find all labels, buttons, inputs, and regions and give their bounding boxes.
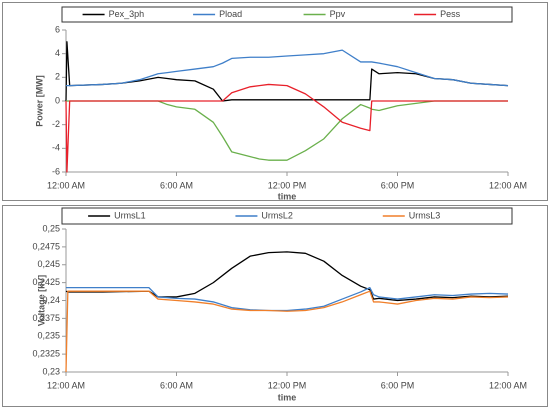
- series-line: [66, 286, 509, 312]
- legend-label: Pex_3ph: [109, 9, 145, 19]
- x-tick-label: 6:00 AM: [160, 180, 193, 190]
- legend-label: UrmsL2: [261, 210, 293, 220]
- x-tick-label: 12:00 PM: [268, 180, 307, 190]
- y-tick-label: -4: [52, 143, 60, 153]
- y-tick-label: 4: [55, 48, 60, 58]
- x-tick-label: 12:00 AM: [489, 180, 527, 190]
- y-tick-label: 6: [55, 24, 60, 34]
- x-tick-label: 6:00 PM: [381, 180, 415, 190]
- y-tick-label: 0,25: [42, 223, 60, 233]
- x-axis-title: time: [278, 392, 297, 402]
- y-tick-label: 0,2325: [32, 349, 60, 359]
- legend-box: [61, 6, 513, 23]
- legend-label: Pload: [219, 9, 242, 19]
- series-line: [66, 100, 508, 161]
- y-axis-title: Voltage [kV]: [36, 275, 46, 326]
- legend-label: UrmsL3: [409, 210, 441, 220]
- series-line: [65, 41, 509, 102]
- legend-label: Ppv: [330, 9, 346, 19]
- x-tick-label: 12:00 AM: [47, 380, 85, 390]
- legend-label: Pess: [440, 9, 461, 19]
- x-tick-label: 12:00 PM: [268, 380, 307, 390]
- y-tick-label: 0,2375: [32, 313, 60, 323]
- y-axis-title: Power [MW]: [34, 75, 44, 127]
- y-tick-label: 2: [55, 72, 60, 82]
- y-tick-label: 0,235: [37, 331, 60, 341]
- y-tick-label: 0: [55, 95, 60, 105]
- y-tick-label: 0,2425: [32, 277, 60, 287]
- legend-box: [61, 207, 513, 225]
- legend-label: UrmsL1: [114, 210, 146, 220]
- x-tick-label: 6:00 AM: [160, 380, 193, 390]
- y-tick-label: 0,24: [42, 295, 60, 305]
- series-line: [65, 251, 509, 302]
- panel-frame: [2, 2, 548, 201]
- series-line: [65, 290, 509, 373]
- y-tick-label: -6: [52, 166, 60, 176]
- x-tick-label: 6:00 PM: [381, 380, 415, 390]
- y-tick-label: -2: [52, 119, 60, 129]
- series-line: [66, 49, 509, 87]
- y-tick-label: 0,245: [37, 259, 60, 269]
- y-tick-label: 0,2475: [32, 241, 60, 251]
- x-tick-label: 12:00 AM: [489, 380, 527, 390]
- panel-frame: [2, 205, 548, 407]
- y-tick-label: 0,23: [42, 366, 60, 376]
- x-tick-label: 12:00 AM: [47, 180, 85, 190]
- series-line: [65, 83, 508, 173]
- x-axis-title: time: [278, 191, 297, 201]
